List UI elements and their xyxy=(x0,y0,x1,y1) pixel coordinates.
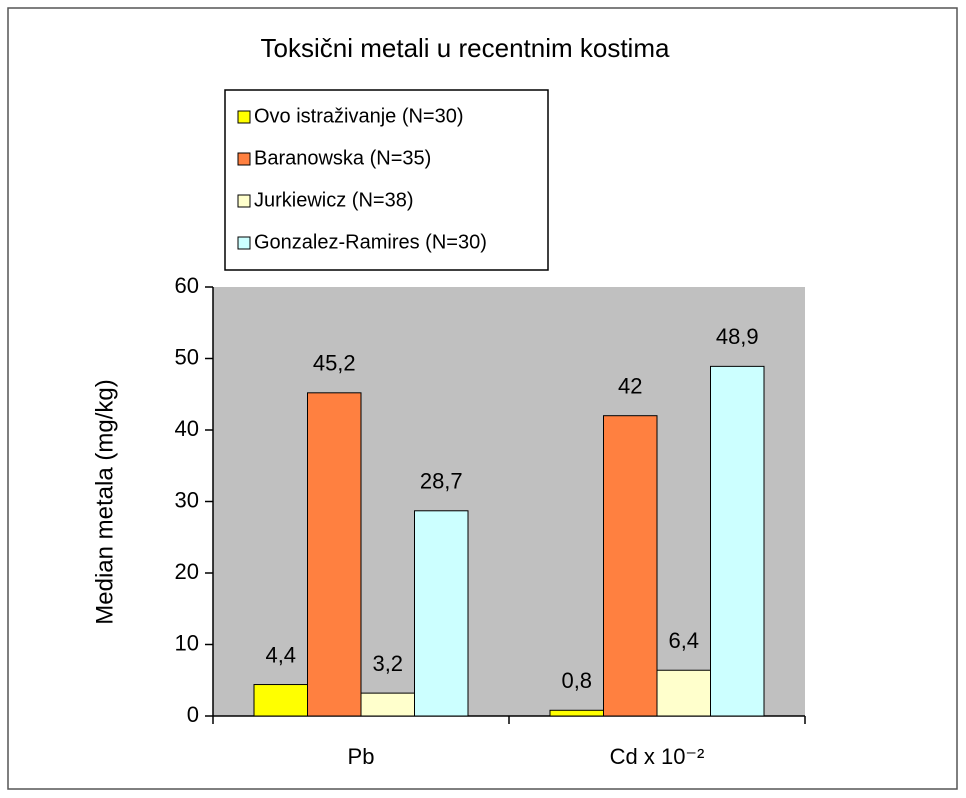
y-tick-label: 60 xyxy=(175,273,199,298)
value-label: 6,4 xyxy=(668,628,699,653)
y-tick-label: 10 xyxy=(175,630,199,655)
value-label: 0,8 xyxy=(561,668,592,693)
chart-title: Toksični metali u recentnim kostima xyxy=(261,33,670,63)
legend-swatch xyxy=(237,236,251,250)
y-tick-label: 20 xyxy=(175,559,199,584)
bar xyxy=(603,415,658,717)
value-label: 45,2 xyxy=(313,351,356,376)
legend-label: Baranowska (N=35) xyxy=(254,147,431,169)
bar xyxy=(656,669,711,717)
y-tick-label: 0 xyxy=(187,702,199,727)
bar xyxy=(253,684,308,717)
legend-label: Jurkiewicz (N=38) xyxy=(254,189,413,211)
legend-swatch xyxy=(237,194,251,208)
value-label: 48,9 xyxy=(716,324,759,349)
value-label: 3,2 xyxy=(372,651,403,676)
value-label: 28,7 xyxy=(420,469,463,494)
legend-label: Ovo istraživanje (N=30) xyxy=(254,105,464,127)
y-tick-label: 50 xyxy=(175,344,199,369)
legend-swatch xyxy=(237,152,251,166)
legend-label: Gonzalez-Ramires (N=30) xyxy=(254,231,487,253)
bar xyxy=(360,692,415,717)
bar xyxy=(414,510,469,717)
y-tick-label: 30 xyxy=(175,487,199,512)
x-tick-label: Cd x 10⁻² xyxy=(610,744,705,769)
bar xyxy=(307,392,362,717)
legend xyxy=(224,89,549,271)
y-tick-label: 40 xyxy=(175,416,199,441)
value-label: 42 xyxy=(618,374,642,399)
x-tick-label: Pb xyxy=(348,744,375,769)
legend-swatch xyxy=(237,110,251,124)
bar xyxy=(549,709,604,717)
value-label: 4,4 xyxy=(265,642,296,667)
y-axis-label: Median metala (mg/kg) xyxy=(91,379,118,624)
bar xyxy=(710,365,765,717)
